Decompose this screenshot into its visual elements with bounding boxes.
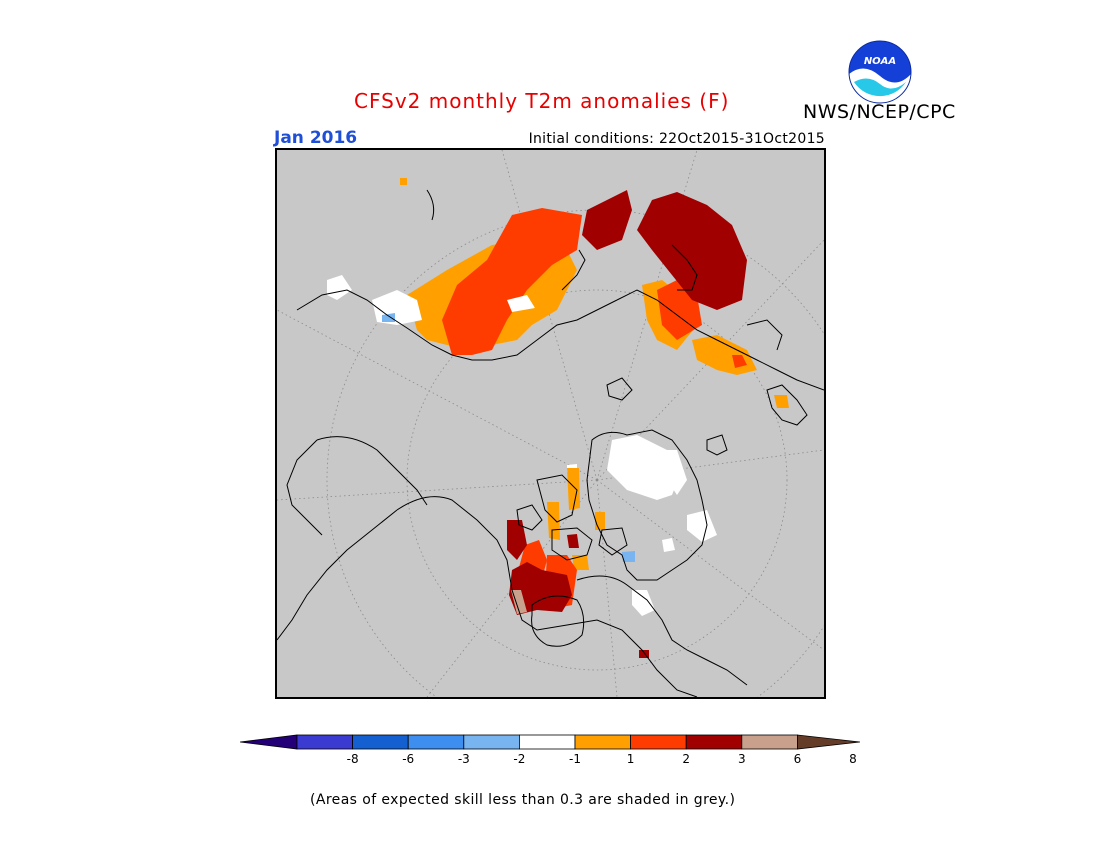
- colorbar-tick-label: 6: [793, 752, 802, 766]
- colorbar-swatch: [630, 734, 687, 750]
- colorbar-swatch: [296, 734, 353, 750]
- colorbar-tick-label: 1: [626, 752, 635, 766]
- chart-title: CFSv2 monthly T2m anomalies (F): [354, 89, 730, 113]
- colorbar-tick-label: -8: [346, 752, 359, 766]
- colorbar-swatch: [463, 734, 520, 750]
- eurasia-anomalies: [327, 178, 789, 408]
- colorbar-swatch: [352, 734, 409, 750]
- polar-map-svg: [277, 150, 824, 697]
- colorbar-tick-label: -2: [513, 752, 526, 766]
- colorbar: [240, 734, 860, 750]
- noaa-logo: NOAA: [848, 40, 912, 104]
- noaa-logo-text: NOAA: [864, 56, 896, 67]
- initial-conditions: Initial conditions: 22Oct2015-31Oct2015: [528, 131, 825, 147]
- footnote: (Areas of expected skill less than 0.3 a…: [310, 792, 736, 808]
- colorbar-swatch: [574, 734, 631, 750]
- colorbar-tick-label: 8: [849, 752, 857, 766]
- forecast-month: Jan 2016: [274, 128, 358, 148]
- colorbar-tick-label: -3: [457, 752, 470, 766]
- colorbar-swatch: [741, 734, 798, 750]
- colorbar-min-arrow: [240, 734, 298, 750]
- colorbar-tick-label: -6: [402, 752, 415, 766]
- colorbar-tick-label: 3: [737, 752, 746, 766]
- colorbar-swatch: [407, 734, 465, 750]
- polar-map: [275, 148, 826, 699]
- colorbar-swatch: [685, 734, 743, 750]
- colorbar-swatch: [518, 734, 576, 750]
- coastlines: [277, 189, 824, 697]
- colorbar-max-arrow: [797, 734, 860, 750]
- colorbar-tick-label: 2: [682, 752, 691, 766]
- north-america-anomalies: [507, 435, 717, 658]
- agency-label: NWS/NCEP/CPC: [803, 101, 956, 123]
- colorbar-tick-label: -1: [569, 752, 581, 766]
